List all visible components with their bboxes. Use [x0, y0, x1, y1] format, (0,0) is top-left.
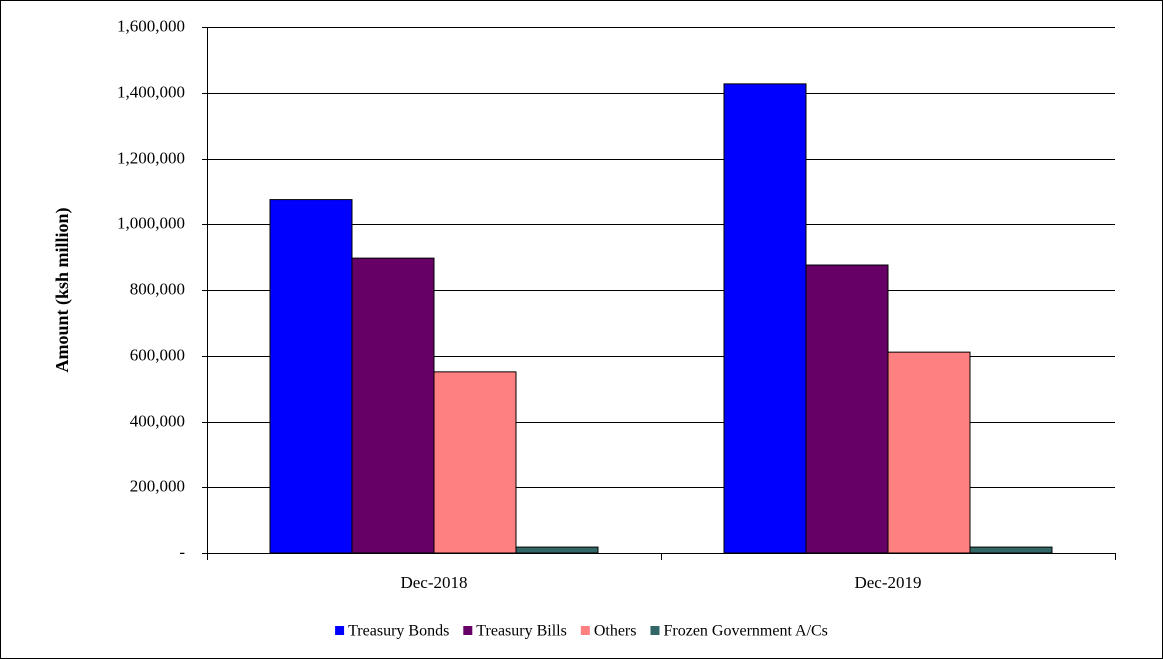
- legend-label: Treasury Bonds: [348, 623, 449, 640]
- y-tick-label: 1,600,000: [117, 16, 185, 35]
- y-tick-label: 1,000,000: [117, 213, 185, 232]
- x-tick-label: Dec-2019: [854, 573, 921, 592]
- legend-swatch: [335, 626, 345, 635]
- legend-label: Treasury Bills: [476, 623, 567, 640]
- y-tick-label: -: [179, 542, 185, 561]
- bar: [805, 264, 889, 554]
- y-tick-label: 200,000: [130, 476, 185, 495]
- x-tick-label: Dec-2018: [400, 573, 467, 592]
- bar: [269, 199, 353, 554]
- y-tick-label: 600,000: [130, 345, 185, 364]
- legend-swatch: [463, 626, 473, 635]
- bar: [969, 546, 1053, 554]
- legend-swatch: [650, 626, 660, 635]
- y-axis-label: Amount (ksh million): [52, 207, 73, 372]
- y-tick-label: 1,400,000: [117, 82, 185, 101]
- legend-label: Others: [594, 623, 637, 640]
- y-tick-label: 400,000: [130, 411, 185, 430]
- bar: [351, 257, 435, 554]
- bar: [433, 371, 517, 554]
- y-tick-label: 800,000: [130, 279, 185, 298]
- bar: [515, 546, 599, 554]
- bar: [887, 351, 971, 554]
- y-tick-label: 1,200,000: [117, 148, 185, 167]
- legend-swatch: [580, 626, 590, 635]
- legend-label: Frozen Government A/Cs: [663, 623, 827, 640]
- bar: [723, 83, 807, 554]
